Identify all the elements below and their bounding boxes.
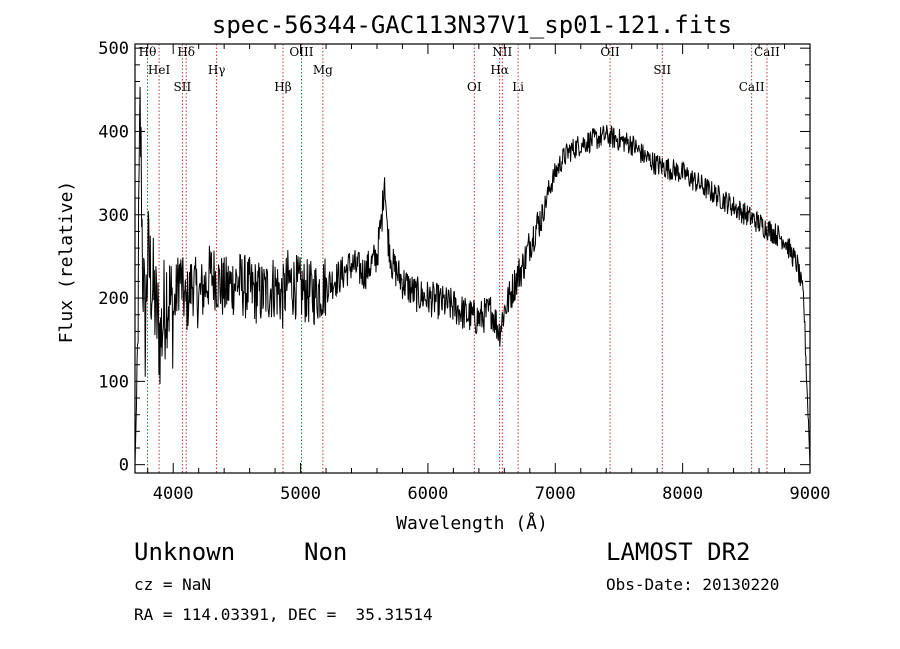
x-tick-label: 4000: [153, 484, 194, 504]
line-marker-label: Hγ: [208, 63, 226, 77]
coordinates: RA = 114.03391, DEC = 35.31514: [134, 605, 433, 624]
line-marker-label: Hα: [490, 63, 509, 77]
y-tick-label: 300: [98, 206, 129, 226]
plot-frame: [134, 43, 811, 474]
line-marker-label: OIII: [289, 45, 313, 59]
spectrum-series: [134, 86, 811, 465]
line-marker-label: OI: [467, 80, 482, 94]
survey-name: LAMOST DR2: [606, 538, 751, 566]
x-tick-label: 6000: [407, 484, 448, 504]
y-axis-label: Flux (relative): [56, 181, 77, 344]
x-tick-label: 9000: [790, 484, 831, 504]
observation-date: Obs-Date: 20130220: [606, 575, 779, 594]
line-marker-label: Mg: [313, 63, 333, 77]
line-markers: HθHeISIIHδHγHβOIIIMgOINIIHαLiOIISIICaIIC…: [139, 44, 780, 473]
y-tick-label: 0: [119, 456, 129, 476]
x-axis: 4000 5000 6000 7000 8000 9000: [147, 44, 831, 504]
x-axis-label: Wavelength (Å): [396, 512, 548, 534]
y-tick-label: 100: [98, 372, 129, 392]
line-marker-label: CaII: [739, 80, 765, 94]
chart-title: spec-56344-GAC113N37V1_sp01-121.fits: [212, 11, 732, 39]
line-marker-label: Hβ: [274, 80, 291, 94]
y-tick-label: 400: [98, 122, 129, 142]
line-marker-label: NII: [492, 45, 512, 59]
redshift-value: cz = NaN: [134, 575, 211, 594]
y-axis: 0 100 200 300 400 500: [98, 39, 810, 476]
line-marker-label: Hδ: [177, 45, 195, 59]
spectrum-line: [134, 86, 811, 465]
line-marker-label: SII: [653, 63, 671, 77]
object-subclass: Non: [304, 538, 347, 566]
object-class: Unknown: [134, 538, 235, 566]
line-marker-label: SII: [174, 80, 192, 94]
line-marker-label: CaII: [754, 45, 780, 59]
line-marker-label: Li: [512, 80, 524, 94]
line-marker-label: HeI: [148, 63, 171, 77]
x-tick-label: 8000: [662, 484, 703, 504]
y-tick-label: 200: [98, 289, 129, 309]
x-tick-label: 5000: [280, 484, 321, 504]
y-tick-label: 500: [98, 39, 129, 59]
x-tick-label: 7000: [535, 484, 576, 504]
line-marker-label: OII: [600, 45, 620, 59]
